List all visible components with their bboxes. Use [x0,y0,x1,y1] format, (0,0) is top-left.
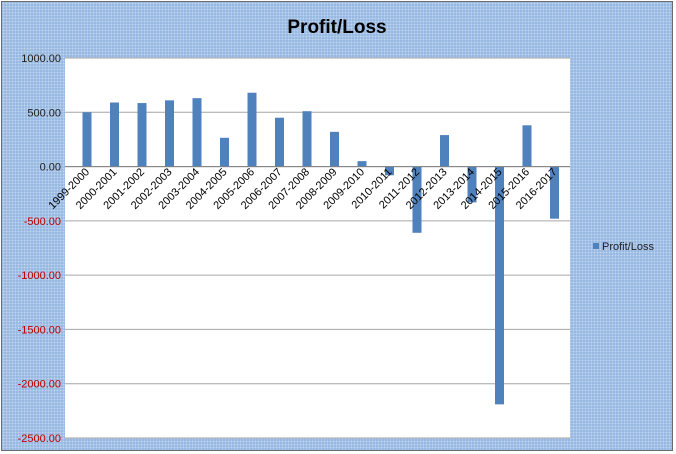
y-tick-label: -1500.00 [18,324,61,336]
bar [412,166,422,233]
y-axis-tick-labels: 1000.00 500.00 0.00 -500.00 -1000.00 -1500.00… [18,53,61,445]
bar [440,135,449,167]
legend-label: Profit/Loss [602,241,654,253]
bar [275,117,284,167]
bar [247,92,257,167]
y-tick-label: 0.00 [40,162,61,174]
bar [522,125,532,167]
bar [302,111,312,167]
bar [137,103,147,167]
bar [495,166,504,405]
bar [192,98,202,167]
bar [550,166,559,219]
bar [165,100,174,167]
plot-area [65,58,570,438]
bar [385,166,394,176]
bar [110,102,119,167]
bar [82,112,92,167]
y-tick-label: -2000.00 [18,379,61,391]
chart-title: Profit/Loss [287,17,386,38]
legend: Profit/Loss [593,241,654,253]
bar [357,161,367,167]
legend-swatch [593,243,599,249]
y-tick-label: 500.00 [27,107,61,119]
y-tick-label: 1000.00 [21,53,61,65]
y-tick-label: -1000.00 [18,270,61,282]
y-tick-label: -500.00 [24,216,61,228]
bars [82,92,559,405]
bar [220,137,229,167]
bar [467,166,477,203]
y-tick-label: -2500.00 [18,433,61,445]
bar [330,131,339,167]
